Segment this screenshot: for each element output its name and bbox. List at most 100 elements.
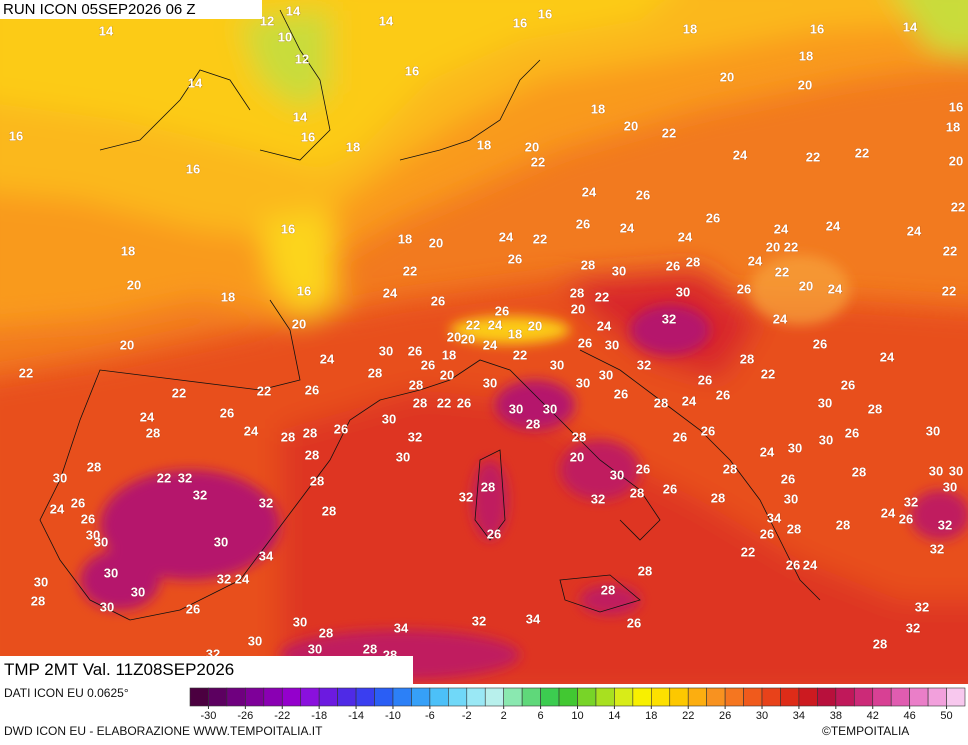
temperature-label: 24 [383, 285, 398, 300]
credit: DWD ICON EU - ELABORAZIONE WWW.TEMPOITAL… [4, 724, 323, 738]
temperature-label: 28 [281, 429, 295, 444]
temperature-label: 30 [382, 411, 396, 426]
temperature-label: 18 [946, 119, 960, 134]
temperature-label: 22 [403, 263, 417, 278]
run-title: RUN ICON 05SEP2026 06 Z [0, 0, 262, 19]
temperature-label: 20 [570, 449, 584, 464]
colorbar-tick-label: 14 [608, 710, 620, 722]
temperature-label: 24 [50, 501, 65, 516]
temperature-label: 24 [244, 423, 259, 438]
temperature-label: 26 [186, 601, 200, 616]
temperature-label: 28 [630, 485, 644, 500]
temperature-label: 32 [904, 494, 918, 509]
temperature-label: 16 [9, 128, 23, 143]
temperature-label: 24 [748, 253, 763, 268]
temperature-label: 32 [637, 357, 651, 372]
temperature-label: 26 [701, 423, 715, 438]
temperature-label: 14 [286, 3, 301, 18]
temperature-label: 24 [483, 337, 498, 352]
temperature-label: 24 [235, 571, 250, 586]
temperature-label: 22 [595, 289, 609, 304]
temperature-label: 26 [737, 281, 751, 296]
temperature-label: 30 [131, 584, 145, 599]
temperature-label: 24 [774, 221, 789, 236]
temperature-label: 32 [472, 613, 486, 628]
temperature-label: 24 [597, 318, 612, 333]
colorbar-tick-label: 2 [501, 710, 507, 722]
temperature-label: 26 [614, 386, 628, 401]
temperature-label: 30 [396, 449, 410, 464]
temperature-label: 18 [683, 21, 697, 36]
temperature-label: 30 [214, 534, 228, 549]
colorbar-swatch [540, 687, 560, 707]
temperature-label: 30 [308, 641, 322, 656]
temperature-label: 28 [601, 582, 615, 597]
temperature-label: 26 [576, 216, 590, 231]
colorbar-swatch [558, 687, 578, 707]
temperature-label: 26 [899, 511, 913, 526]
temperature-label: 30 [100, 599, 114, 614]
temperature-label: 12 [260, 13, 274, 28]
temperature-label: 34 [394, 620, 409, 635]
colorbar-tick-label: 38 [830, 710, 842, 722]
temperature-label: 26 [698, 372, 712, 387]
temperature-label: 26 [627, 615, 641, 630]
legend-footer: DATI ICON EU 0.0625° DWD ICON EU - ELABO… [4, 686, 966, 738]
temperature-label: 14 [188, 75, 203, 90]
temperature-label: 26 [813, 336, 827, 351]
temperature-label: 30 [676, 284, 690, 299]
colorbar-tick-label: -14 [348, 710, 364, 722]
temperature-label: 22 [784, 239, 798, 254]
temperature-label: 30 [94, 534, 108, 549]
temperature-label: 26 [305, 382, 319, 397]
temperature-label: 20 [766, 239, 780, 254]
temperature-label: 24 [320, 351, 335, 366]
temperature-label: 26 [431, 293, 445, 308]
temperature-label: 18 [477, 137, 491, 152]
temperature-label: 28 [723, 461, 737, 476]
temperature-label: 30 [818, 395, 832, 410]
temperature-label: 28 [868, 401, 882, 416]
temperature-label: 20 [292, 316, 306, 331]
temperature-label: 24 [826, 218, 841, 233]
temperature-label: 22 [513, 347, 527, 362]
temperature-label: 14 [293, 109, 308, 124]
data-source: DATI ICON EU 0.0625° [4, 686, 129, 700]
temperature-label: 22 [466, 317, 480, 332]
temperature-label: 22 [19, 365, 33, 380]
temperature-label: 22 [775, 264, 789, 279]
colorbar-tick-label: 34 [793, 710, 805, 722]
temperature-label: 22 [942, 283, 956, 298]
temperature-label: 20 [624, 118, 638, 133]
temperature-label: 24 [773, 311, 788, 326]
temperature-label: 26 [666, 258, 680, 273]
temperature-label: 24 [499, 229, 514, 244]
temperature-label: 24 [620, 220, 635, 235]
temperature-label: 24 [760, 444, 775, 459]
temperature-label: 20 [461, 331, 475, 346]
colorbar-swatch [632, 687, 652, 707]
colorbar-swatch [245, 687, 265, 707]
temperature-label: 24 [682, 393, 697, 408]
temperature-label: 22 [662, 125, 676, 140]
colorbar-swatch [189, 687, 209, 707]
temperature-label: 22 [943, 243, 957, 258]
temperature-label: 30 [784, 491, 798, 506]
colorbar-swatch [466, 687, 486, 707]
temperature-label: 16 [949, 99, 963, 114]
temperature-label: 22 [437, 395, 451, 410]
temperature-label: 30 [819, 432, 833, 447]
temperature-label: 30 [483, 375, 497, 390]
temperature-label: 22 [172, 385, 186, 400]
temperature-label: 30 [599, 367, 613, 382]
temperature-label: 20 [120, 337, 134, 352]
temperature-label: 32 [930, 541, 944, 556]
colorbar-swatch [300, 687, 320, 707]
temperature-label: 18 [221, 289, 235, 304]
colorbar-swatch [226, 687, 246, 707]
temperature-label: 28 [740, 351, 754, 366]
temperature-label: 30 [929, 463, 943, 478]
temperature-label: 28 [322, 503, 336, 518]
temperature-label: 28 [638, 563, 652, 578]
